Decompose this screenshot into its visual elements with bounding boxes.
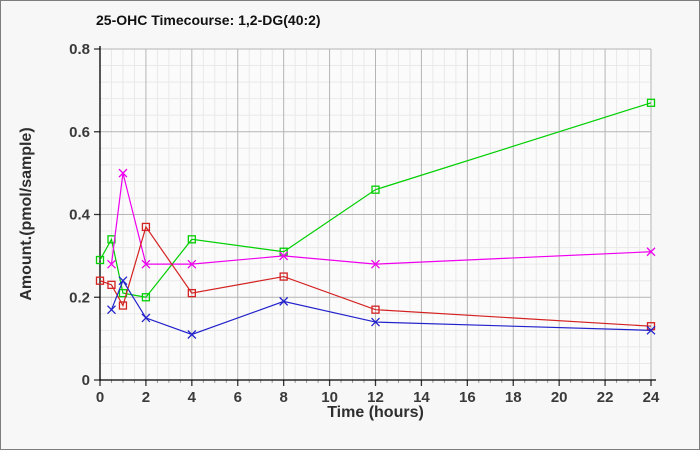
- x-tick-label: 22: [597, 389, 614, 406]
- marker-x-blue-x: [141, 313, 151, 323]
- marker-square-green-square: [141, 293, 151, 302]
- marker-x-magenta-x: [187, 259, 197, 269]
- marker-square-red-square: [95, 276, 105, 285]
- marker-square-red-square: [118, 301, 128, 310]
- marker-x-magenta-x: [118, 168, 128, 178]
- marker-square-red-square: [187, 288, 196, 298]
- y-tick-label: 0.2: [69, 289, 90, 306]
- x-tick-label: 6: [234, 389, 242, 406]
- y-tick-label: 0: [82, 372, 90, 389]
- x-tick-label: 0: [96, 389, 104, 406]
- marker-x-blue-x: [107, 305, 116, 315]
- y-tick-label: 0.4: [69, 207, 91, 224]
- marker-square-red-square: [279, 272, 288, 281]
- marker-x-blue-x: [118, 276, 128, 286]
- x-tick-label: 2: [142, 389, 150, 406]
- x-tick-label: 16: [459, 389, 476, 406]
- marker-x-magenta-x: [141, 259, 151, 269]
- marker-x-blue-x: [279, 296, 289, 306]
- marker-x-blue-x: [646, 325, 656, 335]
- x-tick-label: 18: [505, 389, 522, 406]
- marker-square-red-square: [107, 280, 116, 289]
- y-tick-label: 0.8: [69, 41, 90, 58]
- x-tick-label: 24: [643, 389, 660, 406]
- y-tick-label: 0.6: [69, 124, 90, 141]
- marker-square-green-square: [371, 185, 380, 194]
- marker-square-green-square: [95, 255, 105, 265]
- x-tick-label: 14: [413, 389, 430, 406]
- marker-x-blue-x: [187, 330, 197, 339]
- marker-x-magenta-x: [279, 251, 289, 261]
- marker-x-blue-x: [371, 317, 380, 327]
- x-tick-label: 4: [188, 389, 197, 406]
- marker-square-green-square: [646, 98, 656, 107]
- chart-title: 25-OHC Timecourse: 1,2-DG(40:2): [96, 12, 321, 28]
- x-tick-label: 10: [321, 389, 338, 406]
- marker-square-green-square: [187, 235, 196, 244]
- x-tick-label: 12: [367, 389, 384, 406]
- x-tick-label: 20: [551, 389, 568, 406]
- marker-x-magenta-x: [371, 259, 380, 269]
- x-tick-label: 8: [279, 389, 287, 406]
- marker-square-red-square: [371, 305, 380, 314]
- marker-x-magenta-x: [107, 259, 116, 269]
- marker-square-red-square: [141, 222, 151, 232]
- marker-x-magenta-x: [646, 247, 656, 257]
- x-axis-title: Time (hours): [327, 404, 424, 421]
